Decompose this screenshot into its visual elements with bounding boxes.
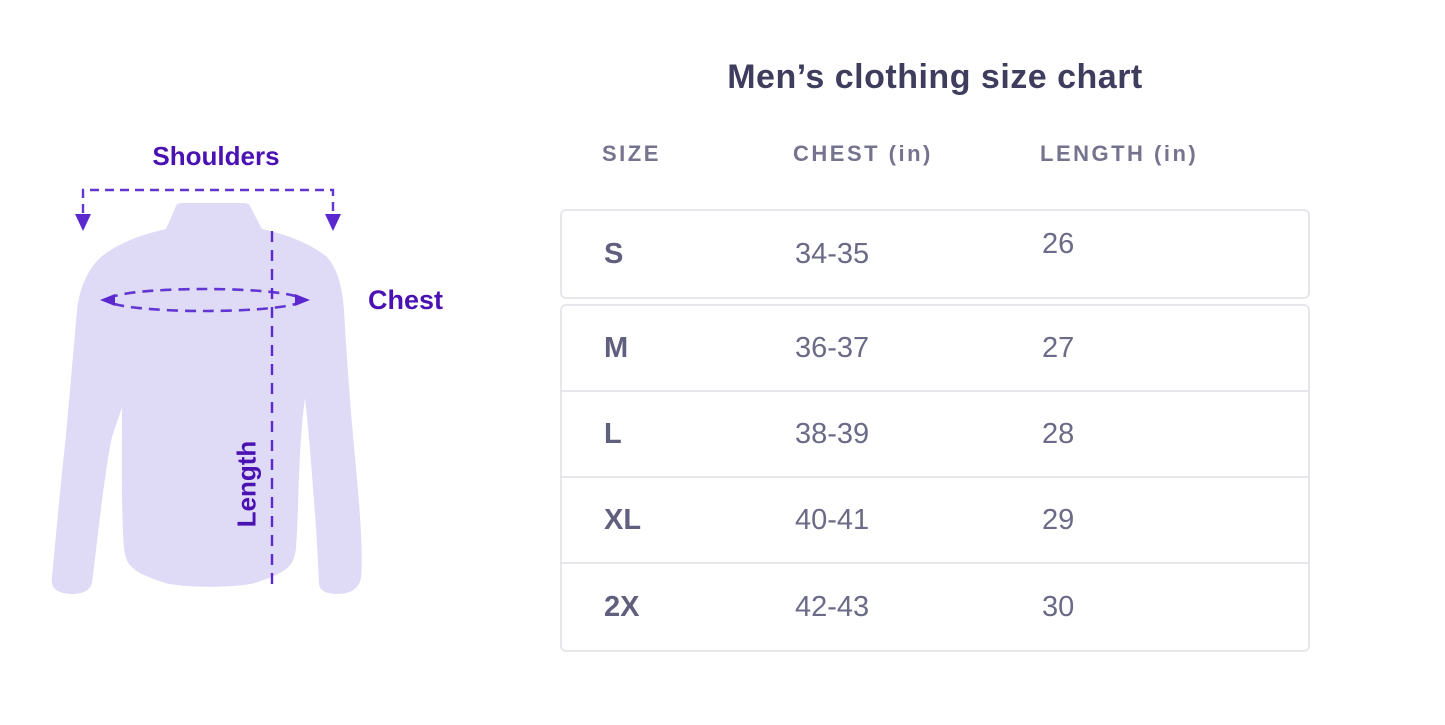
- cell-length: 28: [1042, 417, 1075, 450]
- cell-chest: 34-35: [795, 237, 870, 270]
- cell-size: L: [604, 417, 622, 450]
- cell-size: S: [604, 237, 624, 270]
- cell-chest: 40-41: [795, 503, 870, 536]
- cell-length: 26: [1042, 227, 1075, 260]
- cell-length: 30: [1042, 590, 1075, 623]
- cell-size: XL: [604, 503, 642, 536]
- table-row: XL 40-41 29: [562, 478, 1308, 564]
- table-row: L 38-39 28: [562, 392, 1308, 478]
- size-table-box-top: S 34-35 26: [560, 209, 1310, 299]
- shoulders-label: Shoulders: [152, 141, 280, 171]
- cell-length: 29: [1042, 503, 1075, 536]
- cell-size: M: [604, 331, 629, 364]
- length-label: Length: [231, 440, 262, 528]
- arrow-right-icon: [295, 294, 310, 306]
- table-row: M 36-37 27: [562, 306, 1308, 392]
- arrow-down-left-icon: [75, 214, 91, 231]
- shirt-measurement-diagram: [51, 188, 362, 594]
- arrow-down-right-icon: [325, 214, 341, 231]
- chest-label: Chest: [368, 285, 444, 315]
- column-header-chest: CHEST (in): [793, 141, 933, 166]
- column-header-size: SIZE: [602, 141, 661, 166]
- table-row: S 34-35 26: [562, 211, 1308, 297]
- size-table-box-bottom: M 36-37 27 L 38-39 28 XL 40-41 29 2X 42-…: [560, 304, 1310, 652]
- cell-chest: 42-43: [795, 590, 870, 623]
- cell-chest: 36-37: [795, 331, 870, 364]
- table-row: 2X 42-43 30: [562, 564, 1308, 650]
- table-header-row: SIZE CHEST (in) LENGTH (in): [560, 141, 1310, 167]
- column-header-length: LENGTH (in): [1040, 141, 1199, 166]
- arrow-left-icon: [100, 294, 115, 306]
- page-title: Men’s clothing size chart: [727, 58, 1143, 96]
- size-chart-panel: Men’s clothing size chart SIZE CHEST (in…: [560, 58, 1310, 652]
- cell-length: 27: [1042, 331, 1075, 364]
- shirt-shape: [51, 203, 362, 594]
- cell-chest: 38-39: [795, 417, 870, 450]
- cell-size: 2X: [604, 590, 640, 623]
